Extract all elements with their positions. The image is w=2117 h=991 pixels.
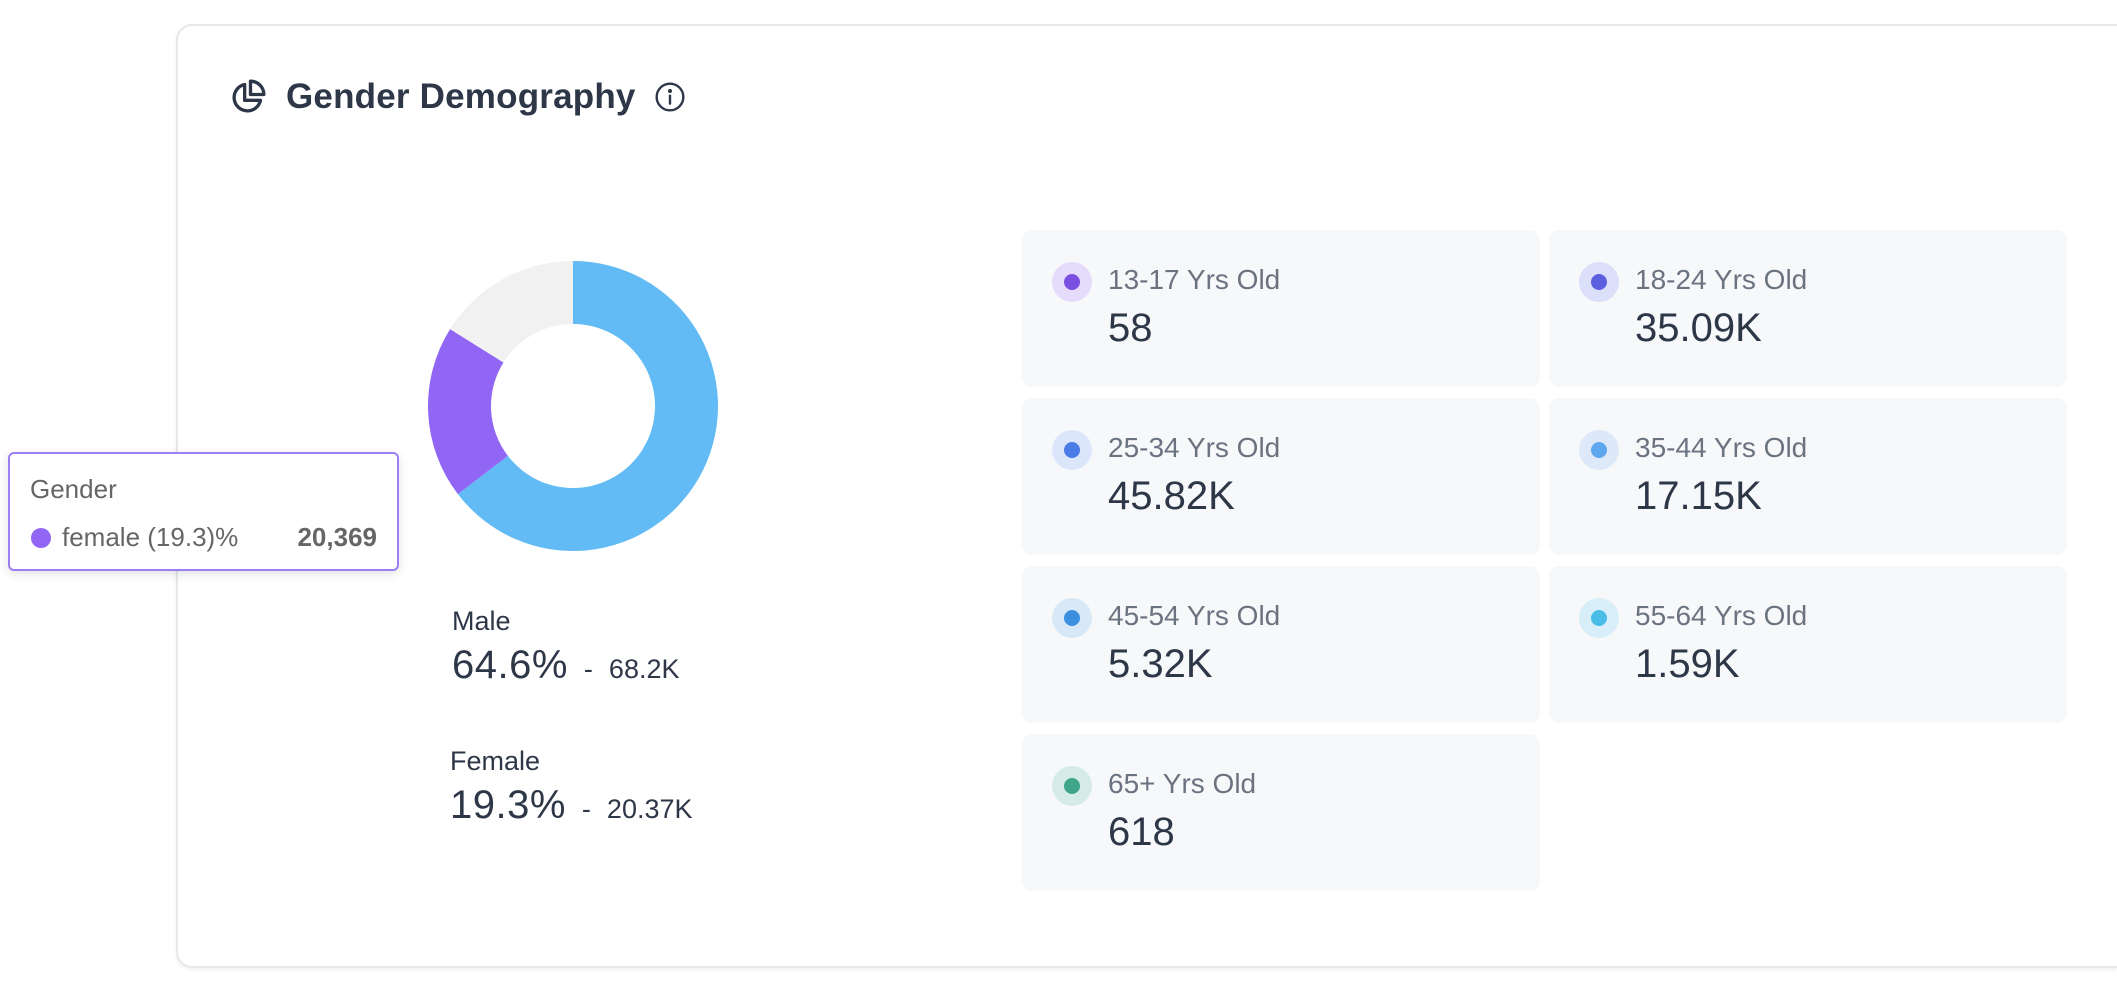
age-dot-ring bbox=[1052, 262, 1092, 302]
age-value: 618 bbox=[1108, 810, 1175, 855]
female-count: 20.37K bbox=[607, 794, 693, 825]
age-group-13-17: 13-17 Yrs Old 58 bbox=[1022, 230, 1540, 387]
female-stat: Female 19.3% - 20.37K bbox=[450, 746, 693, 828]
age-dot-ring bbox=[1052, 430, 1092, 470]
male-percent: 64.6% bbox=[452, 643, 568, 688]
female-label: Female bbox=[450, 746, 693, 777]
age-label: 55-64 Yrs Old bbox=[1635, 600, 1807, 632]
age-dot-ring bbox=[1579, 598, 1619, 638]
gender-donut-chart[interactable] bbox=[423, 256, 723, 556]
age-group-18-24: 18-24 Yrs Old 35.09K bbox=[1549, 230, 2067, 387]
male-count: 68.2K bbox=[609, 654, 680, 685]
age-value: 1.59K bbox=[1635, 642, 1740, 687]
age-dot bbox=[1064, 442, 1080, 458]
age-group-25-34: 25-34 Yrs Old 45.82K bbox=[1022, 398, 1540, 555]
female-percent: 19.3% bbox=[450, 783, 566, 828]
age-group-55-64: 55-64 Yrs Old 1.59K bbox=[1549, 566, 2067, 723]
info-icon[interactable] bbox=[654, 81, 686, 113]
tooltip-series-dot bbox=[31, 528, 51, 548]
tooltip-title: Gender bbox=[30, 474, 117, 505]
pie-chart-icon bbox=[228, 77, 268, 117]
age-dot bbox=[1591, 442, 1607, 458]
age-dot-ring bbox=[1052, 598, 1092, 638]
age-dot-ring bbox=[1052, 766, 1092, 806]
age-value: 5.32K bbox=[1108, 642, 1213, 687]
age-group-35-44: 35-44 Yrs Old 17.15K bbox=[1549, 398, 2067, 555]
age-label: 25-34 Yrs Old bbox=[1108, 432, 1280, 464]
tooltip-label: female (19.3)% bbox=[62, 522, 238, 553]
male-stat: Male 64.6% - 68.2K bbox=[452, 606, 679, 688]
donut-svg bbox=[423, 256, 723, 556]
age-dot bbox=[1591, 610, 1607, 626]
age-group-65-plus: 65+ Yrs Old 618 bbox=[1022, 734, 1540, 891]
age-dot-ring bbox=[1579, 430, 1619, 470]
age-label: 35-44 Yrs Old bbox=[1635, 432, 1807, 464]
age-label: 45-54 Yrs Old bbox=[1108, 600, 1280, 632]
age-value: 58 bbox=[1108, 306, 1153, 351]
age-dot bbox=[1591, 274, 1607, 290]
card-header: Gender Demography bbox=[228, 74, 686, 120]
age-dot bbox=[1064, 274, 1080, 290]
age-label: 65+ Yrs Old bbox=[1108, 768, 1256, 800]
gender-demography-card: Gender Demography Male 64.6% - 68.2K Fem… bbox=[176, 24, 2117, 968]
age-group-45-54: 45-54 Yrs Old 5.32K bbox=[1022, 566, 1540, 723]
age-value: 35.09K bbox=[1635, 306, 1762, 351]
chart-tooltip: Gender female (19.3)% 20,369 bbox=[8, 452, 399, 571]
age-label: 18-24 Yrs Old bbox=[1635, 264, 1807, 296]
tooltip-value: 20,369 bbox=[297, 522, 377, 553]
age-dot bbox=[1064, 610, 1080, 626]
female-separator: - bbox=[582, 794, 591, 825]
age-value: 45.82K bbox=[1108, 474, 1235, 519]
age-dot-ring bbox=[1579, 262, 1619, 302]
male-label: Male bbox=[452, 606, 679, 637]
age-label: 13-17 Yrs Old bbox=[1108, 264, 1280, 296]
male-separator: - bbox=[584, 654, 593, 685]
card-title: Gender Demography bbox=[286, 77, 636, 117]
age-groups-grid: 13-17 Yrs Old 58 18-24 Yrs Old 35.09K 25… bbox=[1022, 230, 2117, 918]
age-value: 17.15K bbox=[1635, 474, 1762, 519]
age-dot bbox=[1064, 778, 1080, 794]
